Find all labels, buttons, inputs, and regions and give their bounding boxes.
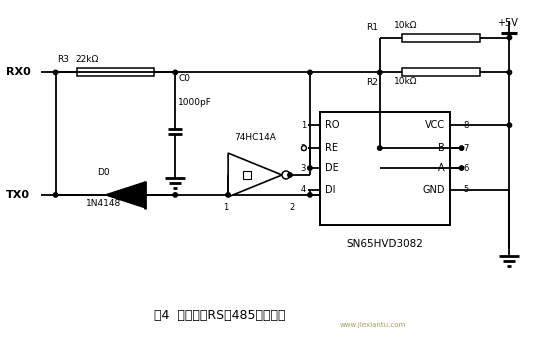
Bar bbox=[77, 68, 154, 76]
Text: DE: DE bbox=[325, 163, 339, 173]
Text: R2: R2 bbox=[366, 78, 378, 87]
Circle shape bbox=[282, 171, 290, 179]
Circle shape bbox=[288, 173, 292, 177]
Text: RE: RE bbox=[325, 143, 338, 153]
Circle shape bbox=[507, 35, 512, 40]
Polygon shape bbox=[228, 153, 282, 197]
Circle shape bbox=[173, 193, 178, 197]
Bar bbox=[402, 34, 480, 41]
Text: VCC: VCC bbox=[424, 120, 444, 130]
Bar bbox=[320, 112, 449, 225]
Text: 10kΩ: 10kΩ bbox=[394, 77, 417, 86]
Bar bbox=[243, 171, 251, 179]
Circle shape bbox=[460, 166, 464, 170]
Circle shape bbox=[301, 145, 306, 151]
Text: 1000pF: 1000pF bbox=[178, 98, 212, 107]
Text: 2: 2 bbox=[289, 203, 295, 212]
Text: 5: 5 bbox=[463, 185, 469, 194]
Circle shape bbox=[378, 146, 382, 150]
Text: SN65HVD3082: SN65HVD3082 bbox=[346, 239, 423, 249]
Text: TX0: TX0 bbox=[6, 190, 30, 200]
Circle shape bbox=[226, 193, 231, 197]
Circle shape bbox=[307, 193, 312, 197]
Circle shape bbox=[307, 70, 312, 75]
Text: 1: 1 bbox=[223, 203, 229, 212]
Text: RX0: RX0 bbox=[6, 67, 31, 77]
Circle shape bbox=[460, 146, 464, 150]
Circle shape bbox=[53, 70, 58, 75]
Text: 10kΩ: 10kΩ bbox=[394, 21, 417, 29]
Text: 4: 4 bbox=[301, 185, 306, 194]
Text: D0: D0 bbox=[97, 168, 110, 177]
Text: C0: C0 bbox=[178, 74, 190, 83]
Circle shape bbox=[378, 70, 382, 75]
Polygon shape bbox=[105, 182, 145, 208]
Circle shape bbox=[53, 193, 58, 197]
Text: B: B bbox=[438, 143, 444, 153]
Text: 8: 8 bbox=[463, 121, 469, 130]
Text: +5V: +5V bbox=[497, 18, 519, 27]
Text: RO: RO bbox=[325, 120, 339, 130]
Text: 1: 1 bbox=[301, 121, 306, 130]
Circle shape bbox=[307, 166, 312, 170]
Text: GND: GND bbox=[422, 185, 444, 195]
Text: www.jiexiantu.com: www.jiexiantu.com bbox=[340, 322, 406, 328]
Text: 2: 2 bbox=[301, 144, 306, 153]
Text: R3: R3 bbox=[57, 56, 70, 64]
Circle shape bbox=[173, 70, 178, 75]
Text: 6: 6 bbox=[463, 163, 469, 173]
Text: 3: 3 bbox=[301, 163, 306, 173]
Text: 图4  零延时的RS－485接口电路: 图4 零延时的RS－485接口电路 bbox=[154, 309, 286, 322]
Circle shape bbox=[507, 70, 512, 75]
Circle shape bbox=[507, 123, 512, 127]
Text: A: A bbox=[438, 163, 444, 173]
Text: 74HC14A: 74HC14A bbox=[234, 133, 276, 142]
Text: 22kΩ: 22kΩ bbox=[76, 56, 99, 64]
Text: 1N4148: 1N4148 bbox=[86, 199, 121, 208]
Bar bbox=[402, 68, 480, 76]
Text: DI: DI bbox=[325, 185, 335, 195]
Text: 7: 7 bbox=[463, 144, 469, 153]
Text: R1: R1 bbox=[366, 23, 378, 32]
